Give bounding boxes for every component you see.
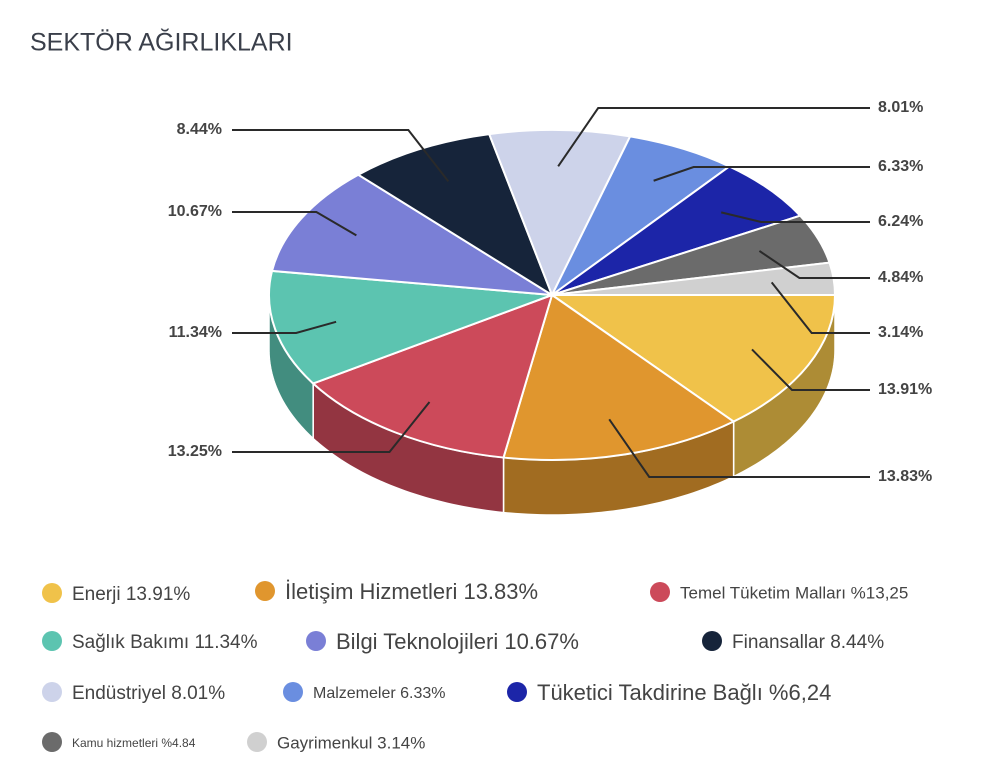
- slice: [487, 129, 632, 298]
- legend-swatch: [306, 631, 326, 651]
- legend-swatch: [650, 582, 670, 602]
- data-label: 13.25%: [168, 443, 222, 460]
- legend-label: Gayrimenkul 3.14%: [277, 733, 425, 752]
- leader-line: [232, 129, 450, 182]
- slice: [551, 135, 732, 296]
- slice: [356, 133, 555, 298]
- data-label: 8.44%: [177, 121, 222, 138]
- leader-line: [751, 348, 870, 391]
- leader-line: [720, 211, 870, 223]
- slice: [311, 293, 554, 459]
- slice: [502, 293, 736, 461]
- leader-line: [770, 281, 870, 334]
- data-label: 6.24%: [878, 213, 923, 230]
- legend-swatch: [42, 583, 62, 603]
- legend-label: Endüstriyel 8.01%: [72, 683, 225, 704]
- data-label: 3.14%: [878, 324, 923, 341]
- legend-swatch: [42, 631, 62, 651]
- legend-swatch: [702, 631, 722, 651]
- leader-line: [232, 211, 357, 237]
- data-label: 11.34%: [169, 324, 222, 341]
- leader-line: [232, 401, 431, 453]
- data-label: 13.91%: [878, 381, 932, 398]
- legend-label: Sağlık Bakımı 11.34%: [72, 632, 258, 653]
- legend-label: İletişim Hizmetleri 13.83%: [285, 579, 538, 604]
- data-label: 13.83%: [878, 468, 932, 485]
- data-label: 6.33%: [878, 158, 923, 175]
- data-label: 10.67%: [168, 203, 222, 220]
- legend-label: Enerji 13.91%: [72, 584, 190, 605]
- slice: [548, 294, 837, 423]
- data-label: 4.84%: [878, 269, 923, 286]
- chart-title: SEKTÖR AĞIRLIKLARI: [30, 28, 293, 57]
- legend-label: Finansallar 8.44%: [732, 632, 884, 653]
- leader-line: [557, 107, 870, 167]
- leader-line: [653, 166, 870, 182]
- data-label: 8.01%: [878, 99, 923, 116]
- legend-swatch: [247, 732, 267, 752]
- legend-swatch: [42, 732, 62, 752]
- legend-swatch: [507, 682, 527, 702]
- slice: [270, 173, 553, 296]
- leader-line: [758, 250, 870, 279]
- legend-label: Malzemeler 6.33%: [313, 685, 446, 702]
- legend-label: Tüketici Takdirine Bağlı %6,24: [537, 680, 831, 705]
- legend-label: Kamu hizmetleri %4.84: [72, 736, 196, 750]
- legend-swatch: [42, 682, 62, 702]
- legend-label: Bilgi Teknolojileri 10.67%: [336, 629, 579, 654]
- slice: [268, 269, 553, 385]
- legend-label: Temel Tüketim Malları %13,25: [680, 583, 908, 602]
- leader-line: [232, 320, 337, 334]
- leader-line: [608, 418, 870, 478]
- legend-swatch: [255, 581, 275, 601]
- legend-swatch: [283, 682, 303, 702]
